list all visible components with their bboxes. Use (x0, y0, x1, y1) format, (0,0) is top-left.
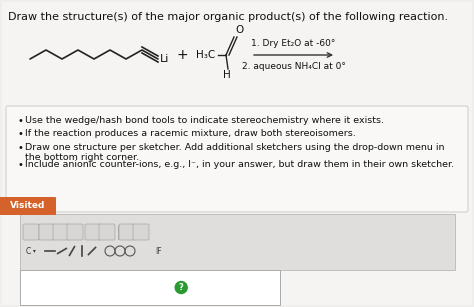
Text: 1. Dry Et₂O at -60°: 1. Dry Et₂O at -60° (251, 39, 336, 48)
FancyBboxPatch shape (53, 224, 69, 240)
Text: H₃C: H₃C (196, 50, 215, 60)
Circle shape (175, 282, 187, 293)
Text: 2. aqueous NH₄Cl at 0°: 2. aqueous NH₄Cl at 0° (242, 62, 346, 71)
Text: •: • (18, 143, 24, 153)
Text: ?: ? (179, 283, 183, 292)
Text: Visited: Visited (10, 201, 45, 211)
FancyBboxPatch shape (67, 224, 83, 240)
Text: •: • (18, 129, 24, 139)
Text: •: • (18, 116, 24, 126)
Text: Draw one structure per sketcher. Add additional sketchers using the drop-down me: Draw one structure per sketcher. Add add… (25, 143, 445, 162)
Text: ▾: ▾ (33, 248, 36, 254)
Text: Li: Li (160, 54, 169, 64)
Text: Draw the structure(s) of the major organic product(s) of the following reaction.: Draw the structure(s) of the major organ… (8, 12, 448, 22)
FancyBboxPatch shape (99, 224, 115, 240)
FancyBboxPatch shape (0, 197, 56, 215)
Text: If the reaction produces a racemic mixture, draw both stereoisomers.: If the reaction produces a racemic mixtu… (25, 129, 356, 138)
FancyBboxPatch shape (6, 106, 468, 212)
Text: •: • (18, 160, 24, 170)
Text: +: + (176, 48, 188, 62)
FancyBboxPatch shape (2, 2, 472, 305)
Text: C: C (26, 247, 31, 255)
Text: H: H (223, 70, 231, 80)
FancyBboxPatch shape (20, 270, 280, 305)
FancyBboxPatch shape (85, 224, 101, 240)
FancyBboxPatch shape (39, 224, 55, 240)
Text: O: O (235, 25, 243, 35)
FancyBboxPatch shape (23, 224, 39, 240)
Text: IF: IF (155, 247, 162, 255)
FancyBboxPatch shape (133, 224, 149, 240)
FancyBboxPatch shape (20, 214, 455, 270)
FancyBboxPatch shape (119, 224, 135, 240)
Text: Include anionic counter-ions, e.g., I⁻, in your answer, but draw them in their o: Include anionic counter-ions, e.g., I⁻, … (25, 160, 454, 169)
Text: Use the wedge/hash bond tools to indicate stereochemistry where it exists.: Use the wedge/hash bond tools to indicat… (25, 116, 384, 125)
